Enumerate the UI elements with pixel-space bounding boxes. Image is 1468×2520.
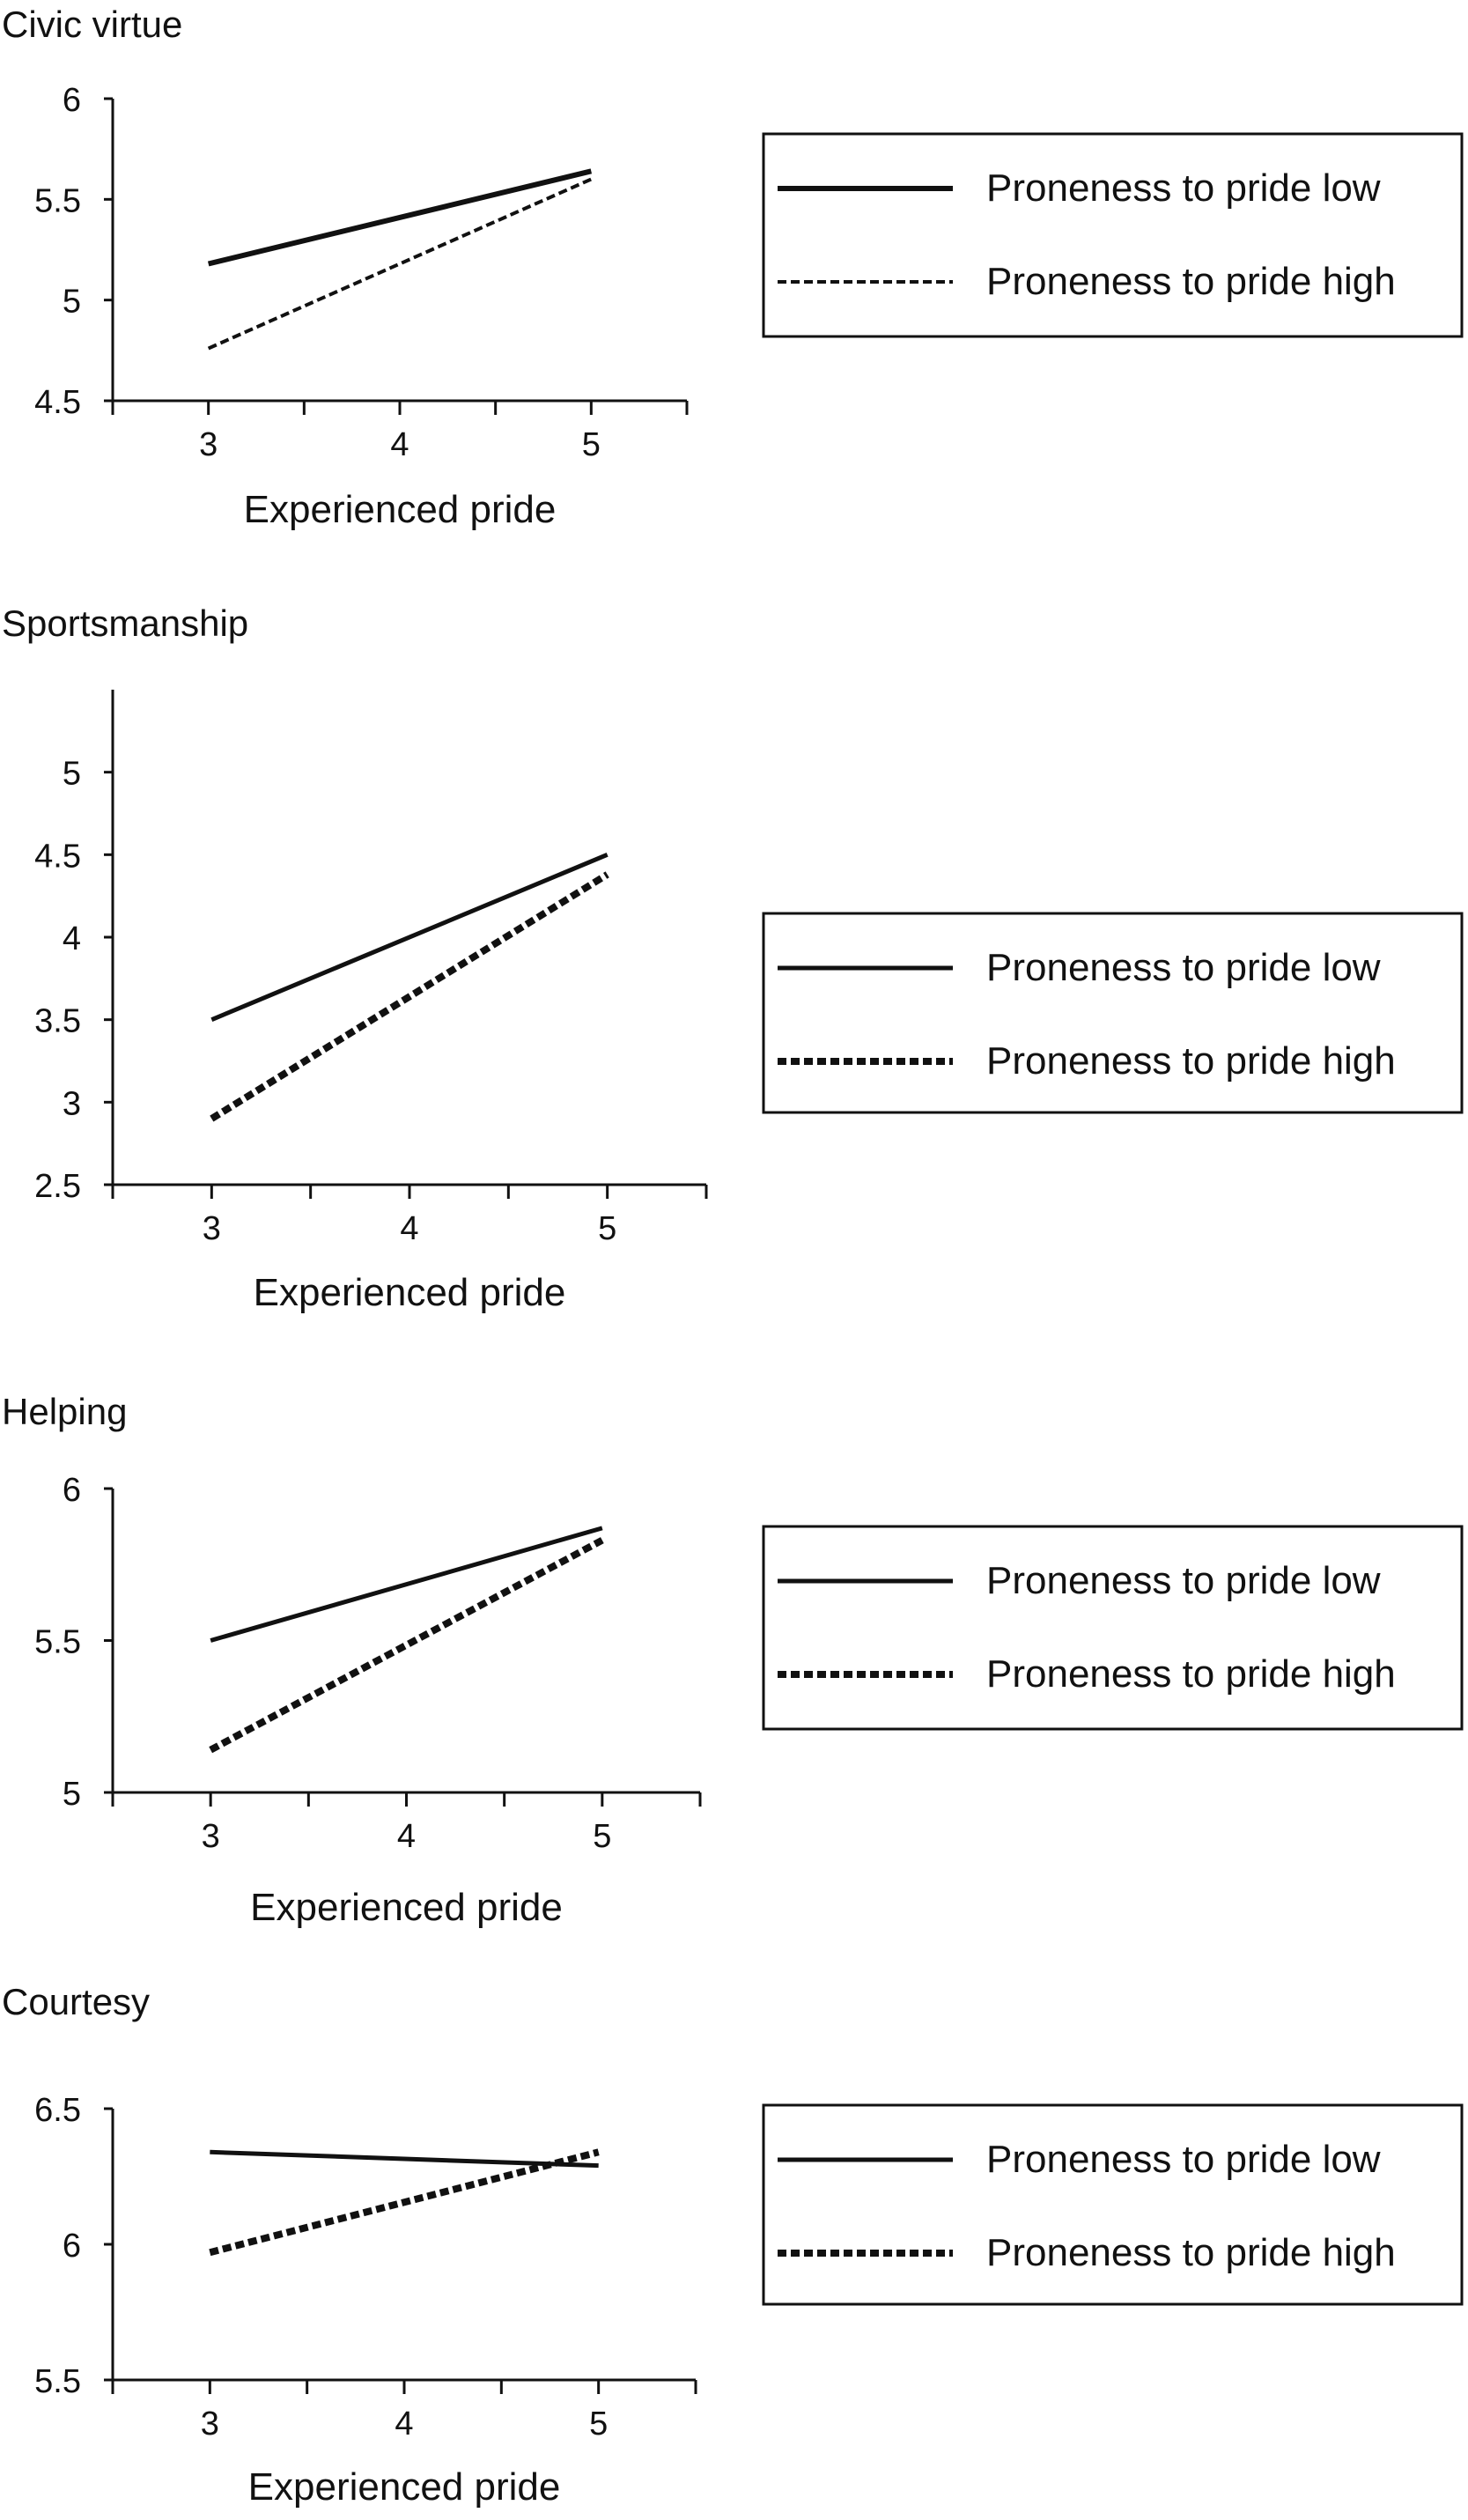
y-tick-label: 6 <box>63 2228 81 2265</box>
y-tick-label: 5 <box>63 756 81 793</box>
legend-label: Proneness to pride low <box>986 166 1381 210</box>
chart-title: Courtesy <box>2 1981 150 2022</box>
legend-label: Proneness to pride low <box>986 946 1381 989</box>
x-axis-label: Experienced pride <box>248 2465 561 2509</box>
x-tick-label: 3 <box>203 1210 221 1247</box>
y-tick-label: 2.5 <box>34 1168 81 1205</box>
chart-title: Sportsmanship <box>2 602 248 644</box>
series-line <box>210 853 609 1022</box>
x-tick-label: 5 <box>593 1818 611 1855</box>
chart-panel: Helping 5 5.5 6 3 4 5 Experienced pride Pronenes… <box>2 1391 1464 1929</box>
legend-box <box>762 912 1464 1114</box>
y-tick-label: 5.5 <box>34 1624 81 1661</box>
x-tick-label: 4 <box>400 1210 418 1247</box>
legend-label: Proneness to pride high <box>986 1652 1396 1696</box>
chart-title: Helping <box>2 1391 127 1432</box>
legend-label: Proneness to pride high <box>986 2231 1396 2274</box>
y-tick-label: 3.5 <box>34 1003 81 1040</box>
legend-label: Proneness to pride high <box>986 260 1396 303</box>
y-tick-label: 4.5 <box>34 384 81 421</box>
series-line <box>210 871 609 1122</box>
chart-title: Civic virtue <box>2 4 182 45</box>
x-tick-label: 4 <box>390 426 409 463</box>
x-axis-label: Experienced pride <box>254 1271 566 1314</box>
y-tick-label: 4.5 <box>34 838 81 875</box>
y-tick-label: 5 <box>63 284 81 321</box>
y-tick-label: 3 <box>63 1085 81 1122</box>
x-tick-label: 5 <box>598 1210 616 1247</box>
x-tick-label: 3 <box>202 1818 220 1855</box>
legend-box <box>762 132 1464 338</box>
legend-label: Proneness to pride low <box>986 2138 1381 2181</box>
y-tick-label: 4 <box>63 920 81 957</box>
chart-panel: Civic virtue 4.5 5 5.5 6 3 4 5 Experienced pride… <box>2 4 1464 531</box>
x-axis-label: Experienced pride <box>244 488 557 531</box>
legend-label: Proneness to pride high <box>986 1039 1396 1083</box>
legend-box <box>762 1525 1464 1731</box>
x-tick-label: 3 <box>201 2405 219 2442</box>
x-tick-label: 3 <box>199 426 218 463</box>
chart-panel: Courtesy 5.5 6 6.5 3 4 5 Experienced pride Prone… <box>2 1981 1464 2509</box>
legend-box <box>762 2103 1464 2306</box>
y-tick-label: 6 <box>63 1472 81 1509</box>
x-tick-label: 5 <box>582 426 601 463</box>
y-tick-label: 5.5 <box>34 2363 81 2400</box>
chart-panel: Sportsmanship 2.5 3 3.5 4 4.5 5 3 4 5 Experienced … <box>2 602 1464 1314</box>
series-line <box>209 2148 600 2257</box>
series-line <box>210 2149 599 2169</box>
y-tick-label: 5 <box>63 1776 81 1813</box>
series-line <box>207 177 593 351</box>
series-line <box>207 168 593 267</box>
x-axis-label: Experienced pride <box>250 1886 563 1929</box>
series-line <box>210 1526 603 1643</box>
x-tick-label: 4 <box>395 2405 413 2442</box>
x-tick-label: 5 <box>589 2405 608 2442</box>
series-line <box>209 1537 604 1754</box>
legend-label: Proneness to pride low <box>986 1559 1381 1602</box>
y-tick-label: 6 <box>63 82 81 119</box>
y-tick-label: 6.5 <box>34 2092 81 2129</box>
x-tick-label: 4 <box>397 1818 416 1855</box>
y-tick-label: 5.5 <box>34 182 81 219</box>
